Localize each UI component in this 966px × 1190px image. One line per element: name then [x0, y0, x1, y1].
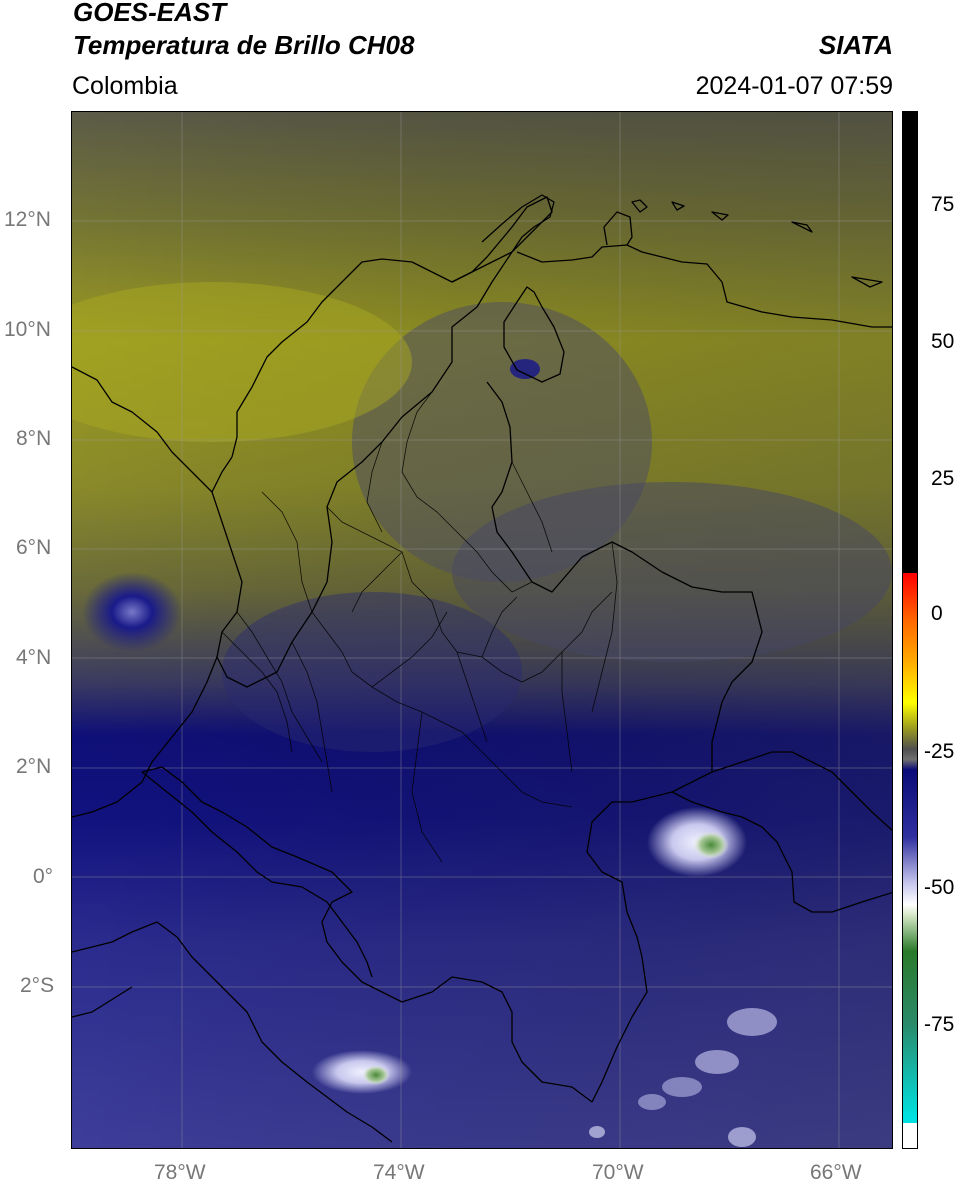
department-borders	[221, 391, 618, 863]
product-title: Temperatura de Brillo CH08	[73, 30, 415, 60]
region-label: Colombia	[72, 72, 178, 100]
satellite-title: GOES-EAST	[73, 0, 227, 27]
colorbar-tick-minus25: -25	[924, 740, 955, 763]
colorbar-tick-50: 50	[931, 330, 955, 353]
colorbar-tick-minus75: -75	[924, 1013, 955, 1036]
lon-label-74w: 74°W	[373, 1161, 425, 1184]
graticule	[72, 112, 892, 1148]
lat-label-12n: 12°N	[4, 208, 51, 231]
lat-label-8n: 8°N	[16, 427, 52, 450]
colorbar-tick-0: 0	[931, 602, 943, 625]
brightness-temperature-field	[72, 112, 892, 1148]
lat-label-10n: 10°N	[4, 318, 51, 341]
lon-label-78w: 78°W	[154, 1161, 206, 1184]
coastline-and-borders	[72, 194, 892, 1143]
colorbar-tick-25: 25	[931, 467, 955, 490]
satellite-map	[71, 111, 893, 1149]
agency-label: SIATA	[818, 30, 893, 60]
lon-label-70w: 70°W	[592, 1161, 644, 1184]
lat-label-0: 0°	[33, 865, 54, 888]
lon-label-66w: 66°W	[810, 1161, 862, 1184]
colorbar-tick-75: 75	[931, 193, 955, 216]
lat-label-4n: 4°N	[16, 646, 52, 669]
lat-label-2s: 2°S	[20, 974, 55, 997]
timestamp-label: 2024-01-07 07:59	[695, 72, 893, 100]
temperature-colorbar	[902, 111, 918, 1149]
lat-label-6n: 6°N	[16, 536, 52, 559]
colorbar-tick-minus50: -50	[924, 876, 955, 899]
lat-label-2n: 2°N	[16, 755, 52, 778]
